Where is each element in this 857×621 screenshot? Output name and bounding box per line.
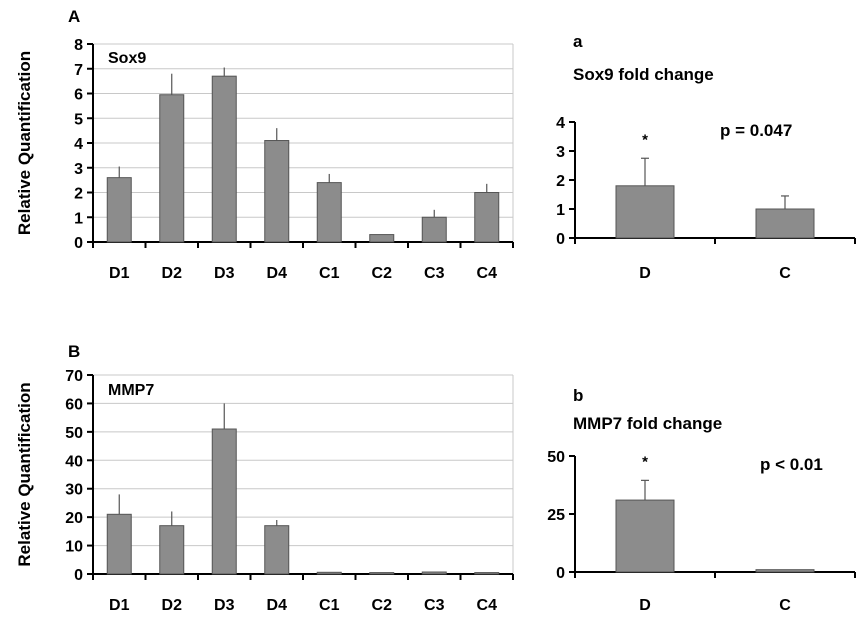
gene-label: Sox9 — [108, 50, 146, 67]
category-label: D2 — [162, 265, 183, 282]
bar — [474, 572, 500, 575]
p-value-annotation: p = 0.047 — [720, 121, 792, 140]
category-label: D — [639, 265, 651, 282]
y-tick-label: 1 — [74, 210, 83, 227]
category-label: D3 — [214, 265, 235, 282]
bar — [316, 571, 342, 575]
bar — [369, 572, 395, 575]
category-label: D4 — [267, 265, 288, 282]
category-label: C2 — [372, 597, 393, 614]
y-tick-label: 25 — [547, 507, 565, 524]
y-tick-label: 40 — [65, 453, 83, 470]
y-tick-label: 4 — [556, 115, 565, 132]
y-tick-label: 70 — [65, 368, 83, 385]
category-label: C4 — [477, 265, 498, 282]
bar — [211, 428, 237, 575]
y-axis-title: Relative Quantification — [15, 382, 34, 566]
bar — [615, 499, 675, 573]
category-label: D2 — [162, 597, 183, 614]
category-label: D1 — [109, 597, 130, 614]
category-label: C2 — [372, 265, 393, 282]
y-tick-label: 60 — [65, 396, 83, 413]
bar — [264, 525, 290, 575]
y-tick-label: 0 — [556, 565, 565, 582]
y-tick-label: 5 — [74, 111, 83, 128]
bar — [615, 185, 675, 239]
panel-label: b — [573, 386, 583, 405]
y-tick-label: 50 — [65, 425, 83, 442]
bar — [106, 513, 132, 575]
y-tick-label: 6 — [74, 87, 83, 104]
category-label: C3 — [424, 265, 445, 282]
category-label: C1 — [319, 597, 340, 614]
bar — [316, 182, 342, 243]
y-tick-label: 8 — [74, 37, 83, 54]
panel-label: A — [68, 7, 80, 26]
y-axis-title: Relative Quantification — [15, 51, 34, 235]
y-tick-label: 3 — [74, 161, 83, 178]
y-tick-label: 0 — [74, 235, 83, 252]
significance-star: * — [642, 453, 648, 470]
panel-label: B — [68, 342, 80, 361]
category-label: C4 — [477, 597, 498, 614]
bar — [211, 75, 237, 243]
category-label: D4 — [267, 597, 288, 614]
y-tick-label: 4 — [74, 136, 83, 153]
gene-label: MMP7 — [108, 382, 154, 399]
bar — [159, 525, 185, 575]
bar — [159, 94, 185, 243]
y-tick-label: 30 — [65, 482, 83, 499]
bar — [421, 216, 447, 243]
chart-title: MMP7 fold change — [573, 414, 722, 433]
category-label: D1 — [109, 265, 130, 282]
y-tick-label: 2 — [556, 173, 565, 190]
bar — [106, 177, 132, 243]
category-label: C — [779, 597, 791, 614]
bar — [755, 208, 815, 239]
y-tick-label: 10 — [65, 539, 83, 556]
bar — [264, 140, 290, 243]
category-label: C1 — [319, 265, 340, 282]
significance-star: * — [642, 131, 648, 148]
category-label: C — [779, 265, 791, 282]
y-tick-label: 50 — [547, 449, 565, 466]
y-tick-label: 2 — [74, 186, 83, 203]
category-label: D — [639, 597, 651, 614]
category-label: C3 — [424, 597, 445, 614]
y-tick-label: 0 — [74, 567, 83, 584]
panel-label: a — [573, 32, 583, 51]
bar — [755, 569, 815, 573]
category-label: D3 — [214, 597, 235, 614]
p-value-annotation: p < 0.01 — [760, 455, 823, 474]
bar — [474, 192, 500, 243]
y-tick-label: 0 — [556, 231, 565, 248]
y-tick-label: 20 — [65, 510, 83, 527]
bar — [421, 571, 447, 575]
bar — [369, 234, 395, 243]
y-tick-label: 3 — [556, 144, 565, 161]
chart-title: Sox9 fold change — [573, 65, 714, 84]
y-tick-label: 1 — [556, 202, 565, 219]
y-tick-label: 7 — [74, 62, 83, 79]
